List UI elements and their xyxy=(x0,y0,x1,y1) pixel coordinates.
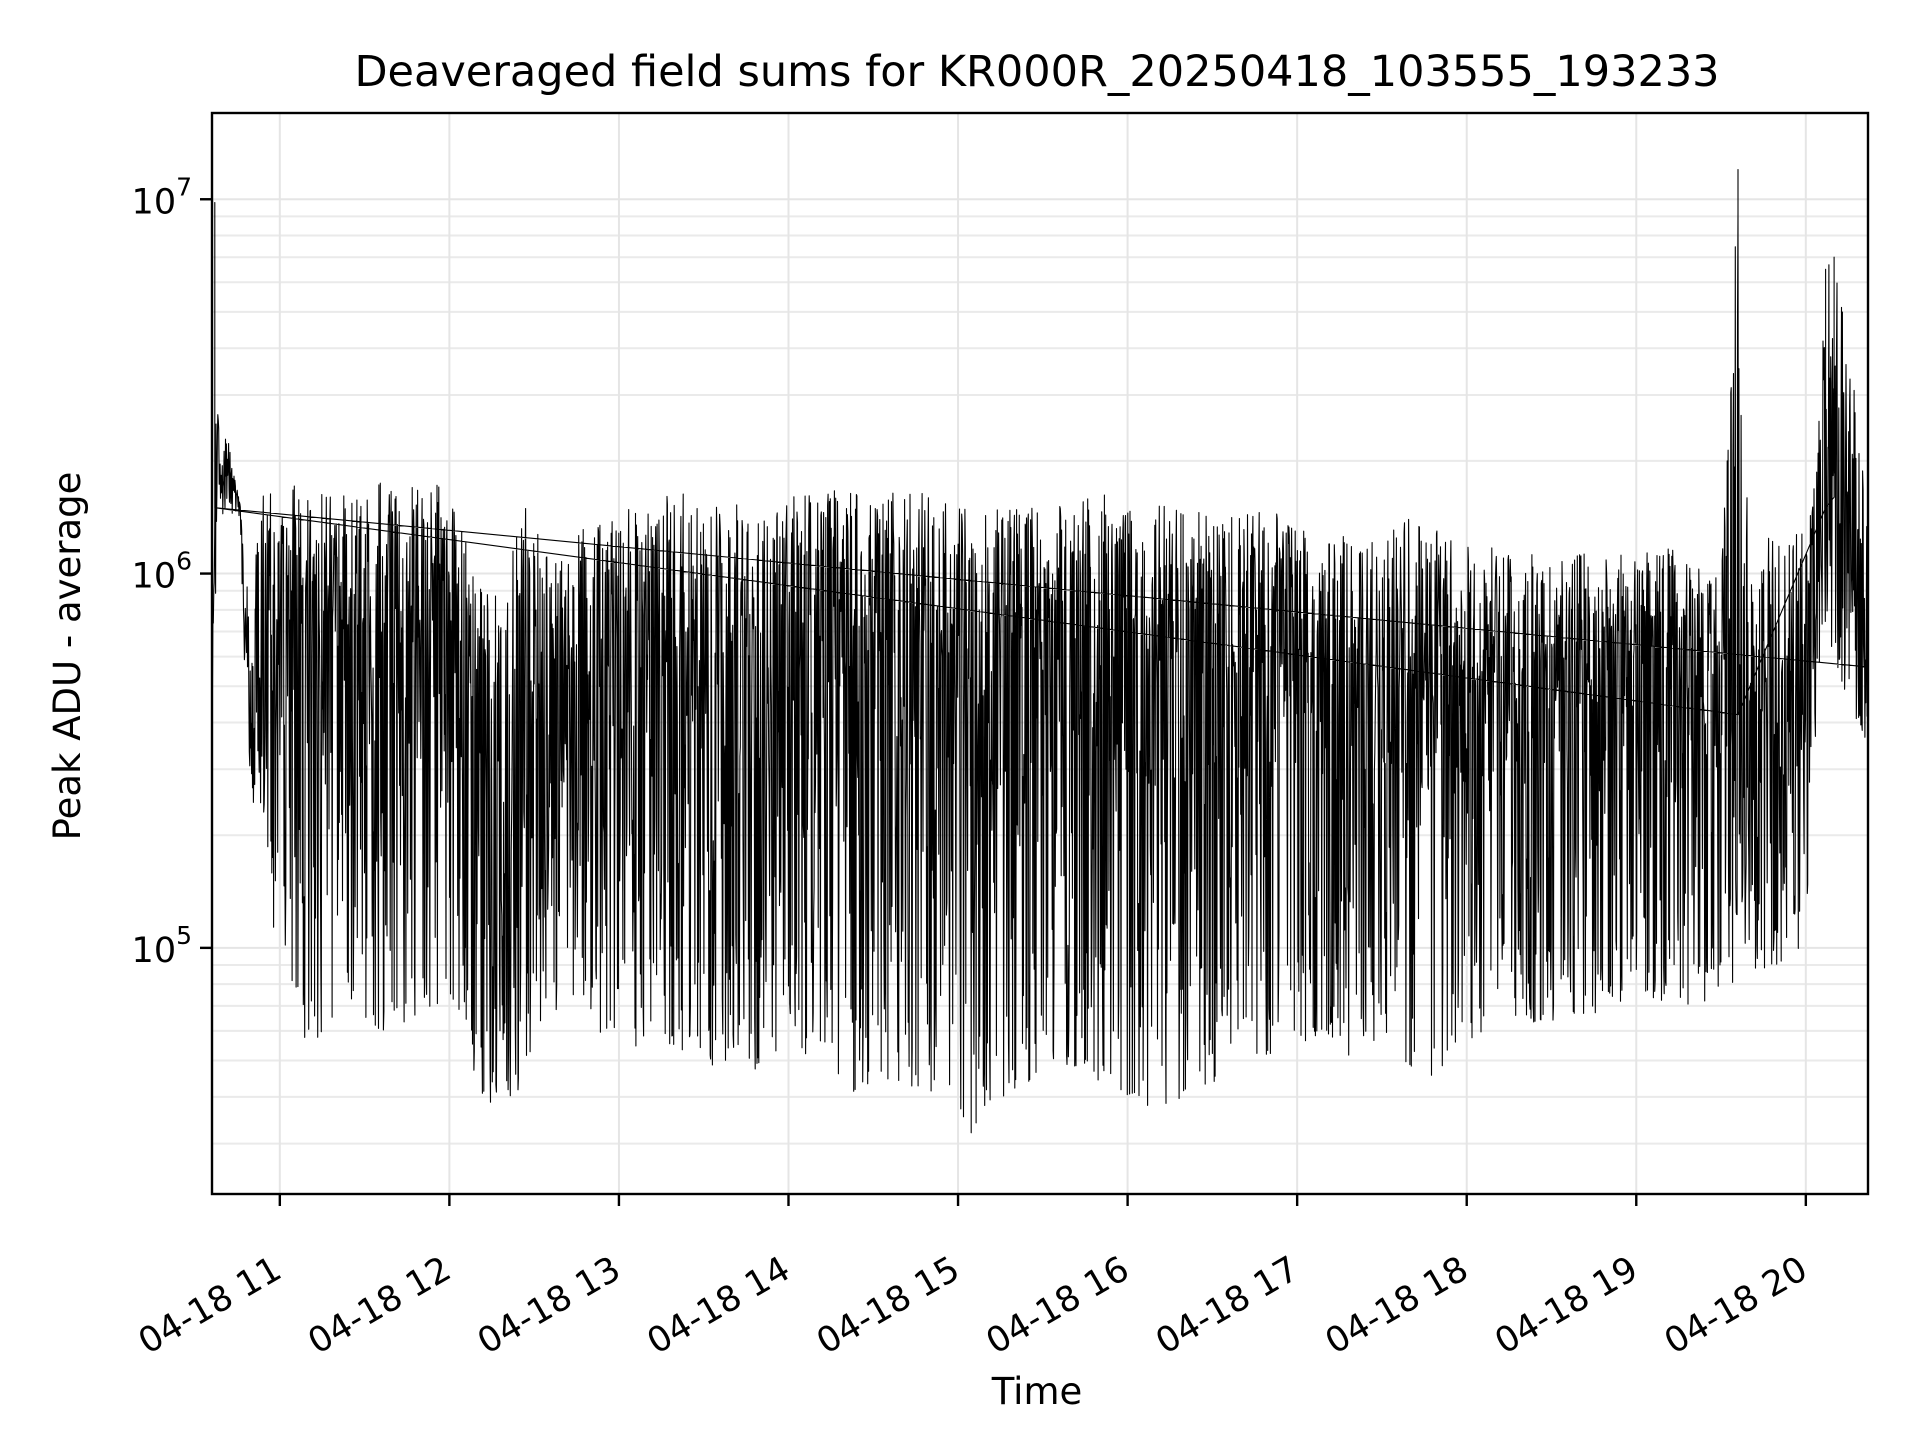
series-layer xyxy=(211,169,1869,1134)
y-axis: 105 106 107 xyxy=(132,172,212,971)
chart-title: Deaveraged field sums for KR000R_2025041… xyxy=(354,47,1719,97)
y-axis-label: Peak ADU - average xyxy=(46,472,89,841)
y-tick-label: 106 xyxy=(132,547,192,597)
y-tick-label: 107 xyxy=(132,172,192,222)
series-line xyxy=(211,169,1869,1134)
plot-frame xyxy=(210,111,1870,1196)
x-axis-label: Time xyxy=(991,1370,1083,1413)
y-tick-label: 105 xyxy=(132,921,192,971)
